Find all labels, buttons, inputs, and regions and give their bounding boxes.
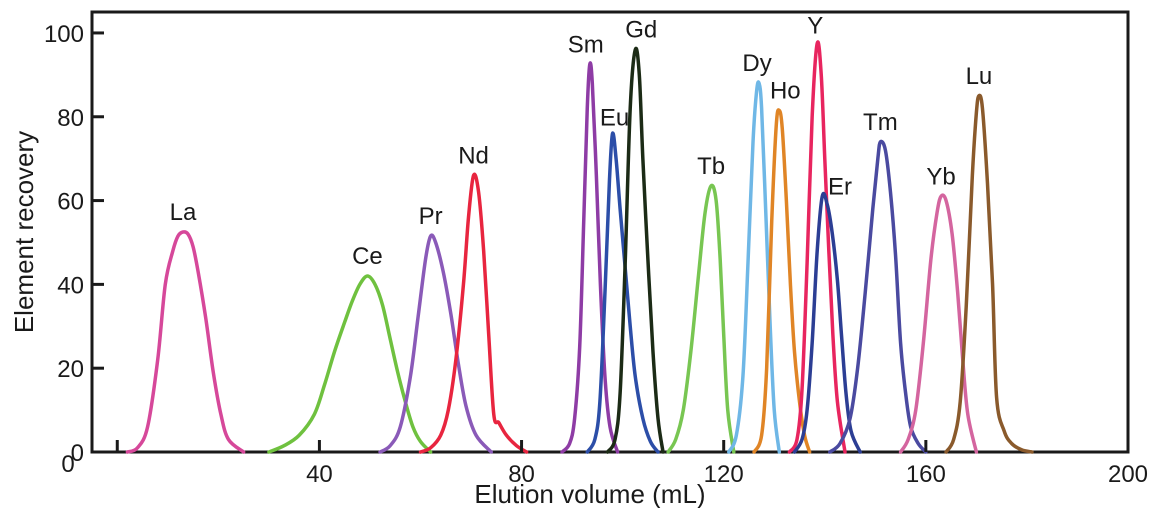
peak-label-ce: Ce (352, 243, 383, 270)
origin-zero-label: 0 (61, 451, 74, 478)
peak-label-eu: Eu (600, 105, 629, 132)
series-line-la (125, 230, 246, 454)
series-line-eu (585, 131, 660, 454)
peak-label-y: Y (807, 12, 823, 39)
series-line-dy (727, 80, 782, 454)
x-tick-label: 80 (508, 461, 535, 488)
plot-frame (90, 10, 1130, 454)
series-group (125, 40, 1034, 454)
axes: Elution volume (mL) Element recovery 0 20… (9, 21, 1148, 509)
series-line-tm (828, 139, 928, 454)
y-tick-label: 100 (44, 21, 84, 48)
peak-label-er: Er (828, 173, 852, 200)
y-tick-label: 40 (57, 272, 84, 299)
peak-label-pr: Pr (419, 203, 443, 230)
peak-label-tb: Tb (697, 153, 725, 180)
series-line-ce (267, 274, 433, 454)
series-line-ho (752, 108, 812, 454)
peak-label-la: La (170, 199, 197, 226)
peak-label-nd: Nd (458, 142, 489, 169)
series-line-er (792, 191, 862, 454)
series-line-pr (378, 233, 493, 454)
x-tick-label: 120 (704, 461, 744, 488)
y-tick-label: 20 (57, 356, 84, 383)
y-tick-label: 0 (71, 440, 84, 467)
y-tick-label: 60 (57, 189, 84, 216)
series-line-tb (666, 183, 736, 454)
plot-area (90, 10, 1130, 454)
series-line-y (787, 40, 847, 454)
series-line-sm (560, 61, 620, 454)
y-tick-label: 80 (57, 105, 84, 132)
x-tick-label: 160 (906, 461, 946, 488)
series-line-nd (418, 172, 529, 454)
peak-label-yb: Yb (926, 163, 955, 190)
peak-label-dy: Dy (742, 50, 771, 77)
x-tick-label: 200 (1108, 461, 1148, 488)
peak-label-ho: Ho (770, 77, 801, 104)
peak-label-gd: Gd (625, 17, 657, 44)
x-axis-title: Elution volume (mL) (474, 479, 705, 508)
series-line-lu (944, 93, 1034, 454)
y-axis-title: Element recovery (9, 131, 39, 333)
series-line-gd (605, 46, 665, 454)
peak-label-lu: Lu (966, 63, 993, 90)
peak-label-tm: Tm (863, 109, 898, 136)
x-tick-label: 40 (306, 461, 333, 488)
peak-label-sm: Sm (568, 31, 604, 58)
